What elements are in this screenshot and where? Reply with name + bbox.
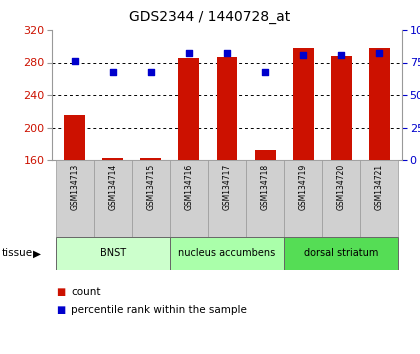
Text: GSM134720: GSM134720 (337, 164, 346, 210)
Point (71, 58, 78, 64)
Text: ■: ■ (56, 306, 66, 315)
Text: ▶: ▶ (33, 249, 41, 258)
Bar (178, 58, 200, 160)
Text: nucleus accumbens: nucleus accumbens (178, 249, 276, 258)
Bar (293, 48, 314, 160)
Bar (360, 160, 398, 237)
Point (223, 51, 230, 56)
Point (300, 52, 307, 58)
Text: percentile rank within the sample: percentile rank within the sample (71, 306, 247, 315)
Text: GSM134716: GSM134716 (184, 164, 194, 210)
Bar (246, 160, 284, 237)
Point (262, 69, 268, 74)
Bar (170, 237, 284, 270)
Text: GSM134719: GSM134719 (299, 164, 307, 210)
Point (186, 51, 192, 56)
Bar (217, 57, 237, 160)
Text: dorsal striatum: dorsal striatum (304, 249, 378, 258)
Bar (102, 158, 123, 160)
Bar (322, 160, 360, 237)
Bar (208, 160, 246, 237)
Text: GDS2344 / 1440728_at: GDS2344 / 1440728_at (129, 10, 291, 24)
Text: GSM134721: GSM134721 (375, 164, 384, 210)
Bar (94, 160, 132, 237)
Bar (331, 56, 352, 160)
Bar (56, 160, 94, 237)
Text: count: count (71, 287, 100, 297)
Bar (132, 160, 170, 237)
Bar (255, 150, 276, 160)
Text: GSM134718: GSM134718 (260, 164, 270, 210)
Bar (369, 48, 390, 160)
Bar (56, 237, 170, 270)
Bar (284, 160, 322, 237)
Bar (64, 115, 85, 160)
Text: BNST: BNST (100, 249, 126, 258)
Bar (170, 160, 208, 237)
Point (338, 52, 344, 58)
Text: GSM134715: GSM134715 (147, 164, 155, 210)
Point (147, 69, 154, 74)
Bar (140, 158, 161, 160)
Point (376, 51, 383, 56)
Text: GSM134713: GSM134713 (70, 164, 79, 210)
Text: GSM134714: GSM134714 (108, 164, 117, 210)
Bar (284, 237, 398, 270)
Point (110, 69, 116, 74)
Text: tissue: tissue (2, 249, 33, 258)
Text: ■: ■ (56, 287, 66, 297)
Text: GSM134717: GSM134717 (223, 164, 231, 210)
